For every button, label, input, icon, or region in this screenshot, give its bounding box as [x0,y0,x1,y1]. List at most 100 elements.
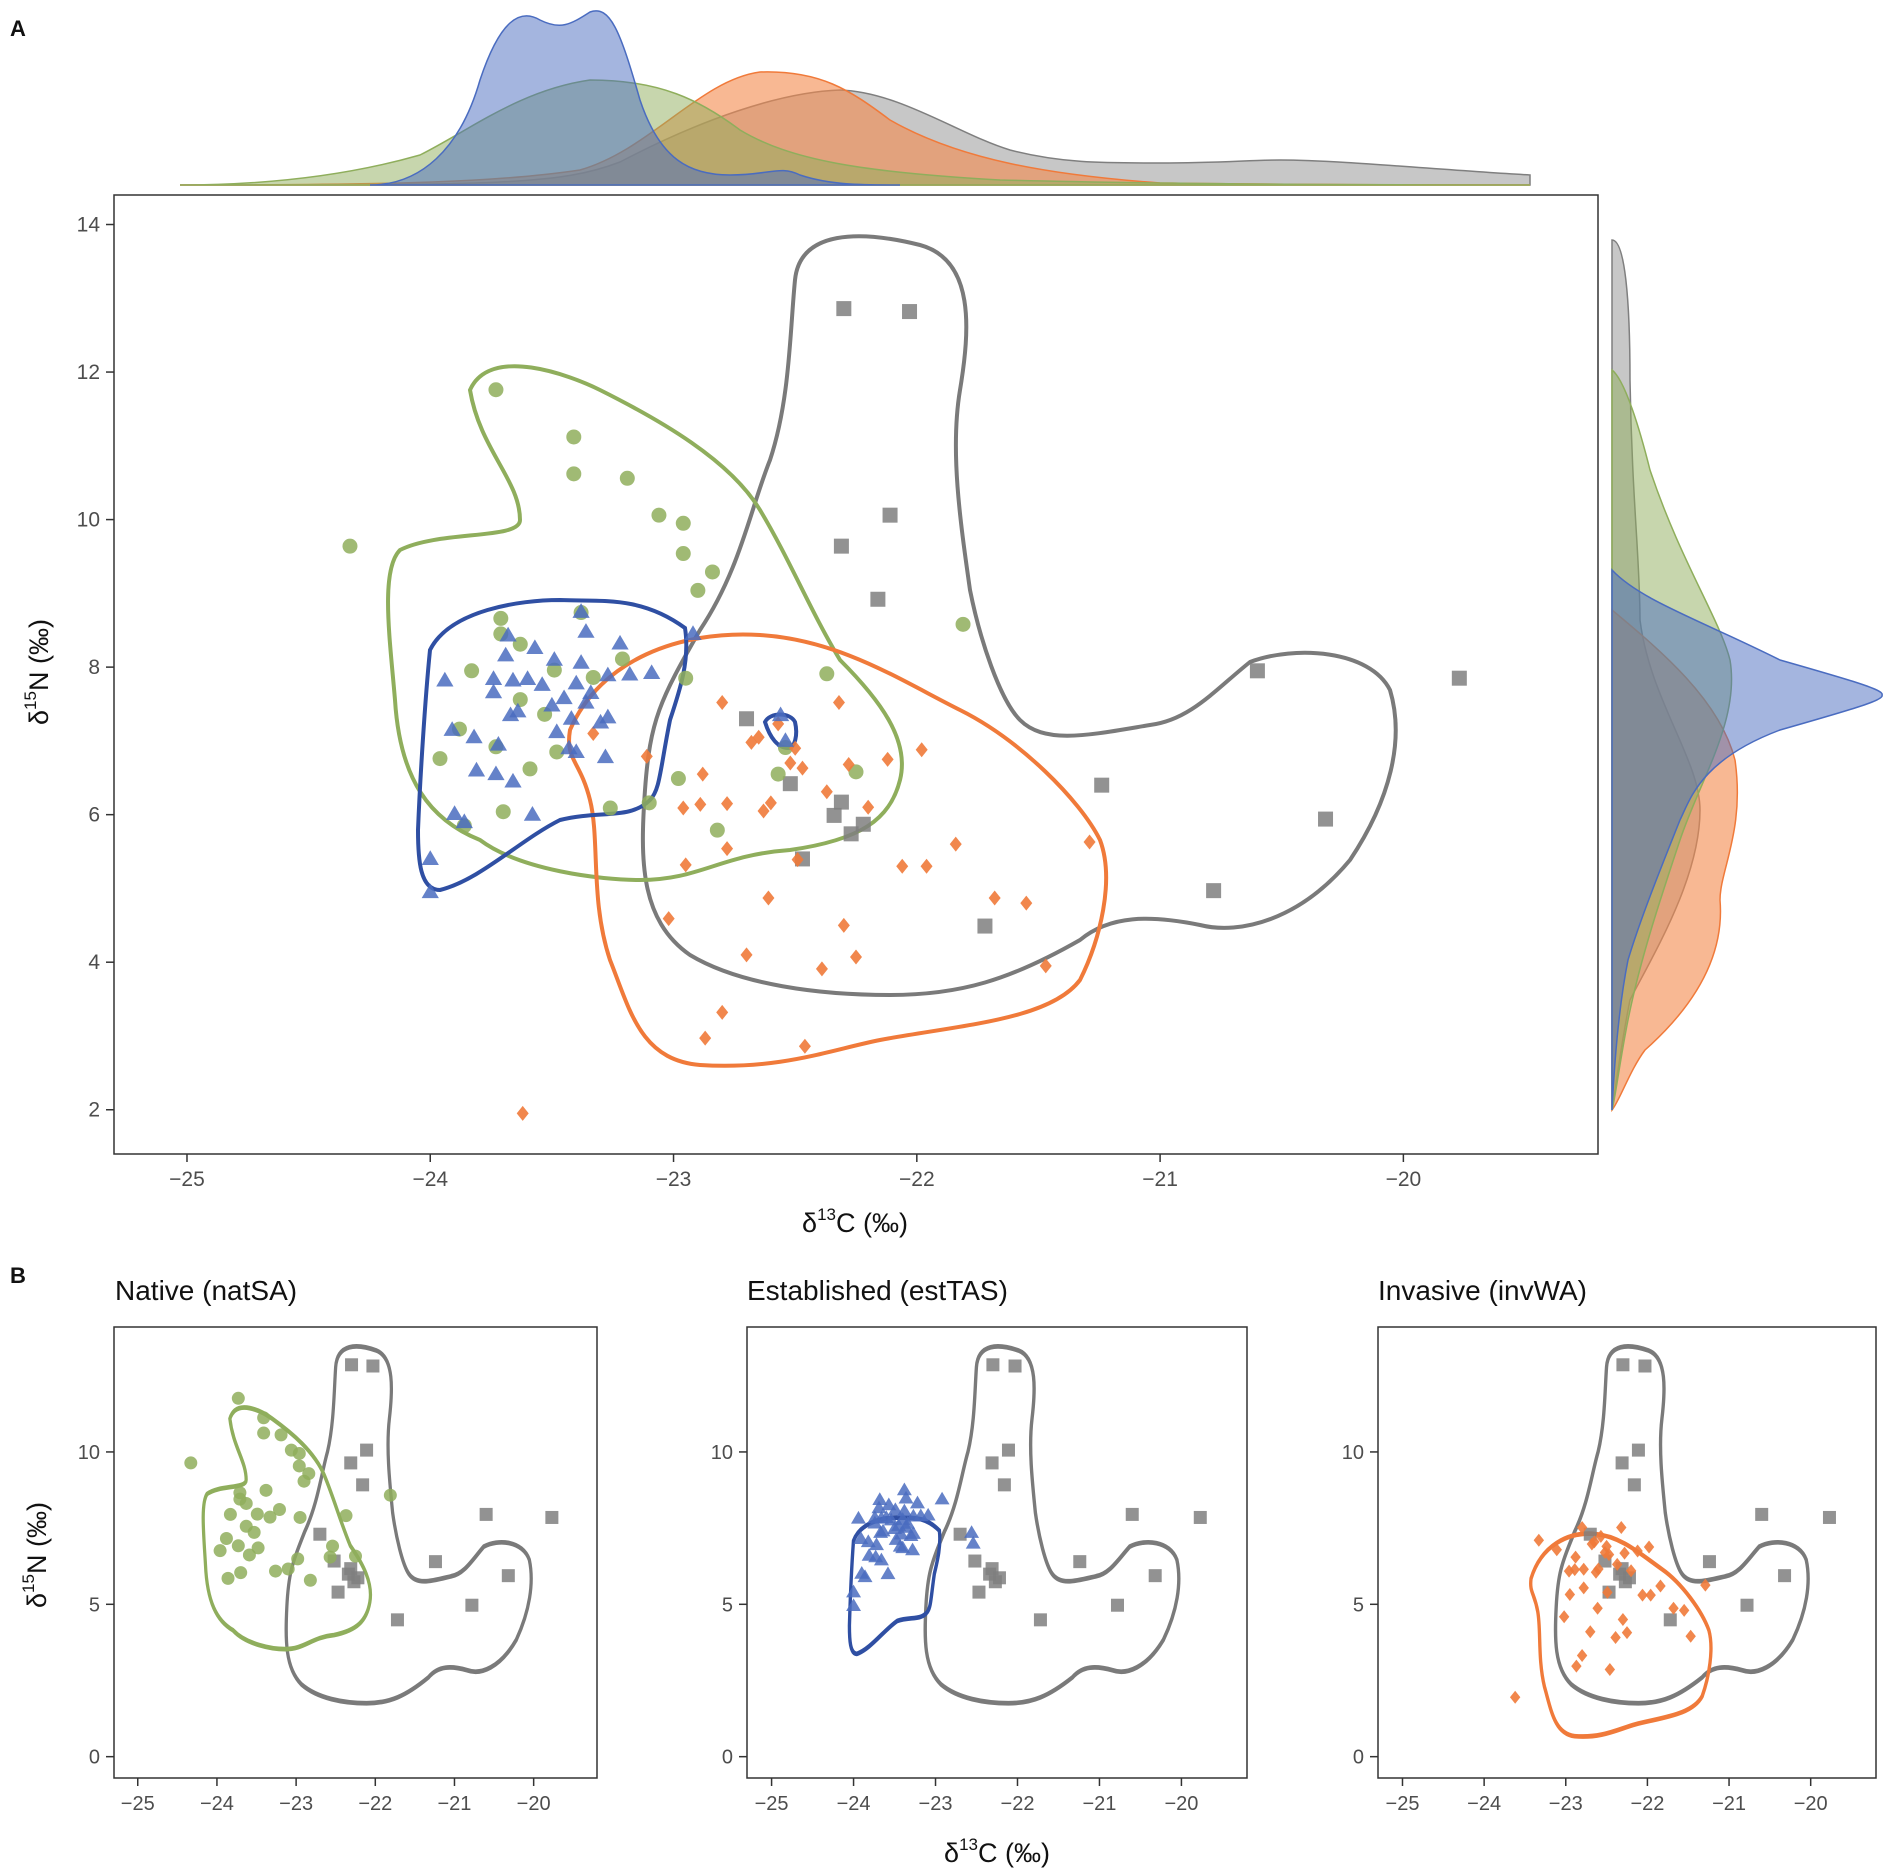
b1-y-tick-label: 0 [89,1747,100,1769]
main-point-natSA [432,751,448,767]
b1-point-natSA [221,1571,235,1585]
main-point-estTAS [543,696,561,712]
main-point-estTAS [421,883,439,899]
main-point-estTAS [548,723,566,739]
b3-point-reference [1615,1456,1629,1470]
main-point-natSA [342,538,358,554]
main-point-reference [1206,883,1222,899]
main-point-invWA [837,917,850,933]
main-ylabel-delta: δ [24,710,54,725]
b3-point-invWA [1590,1565,1602,1579]
panel-b3-axes: −25 −24 −23 −22 −21 −20 0 5 10 [1342,1442,1828,1815]
main-point-natSA [651,507,667,523]
panel-b1-y-axis-title: δ15N (‰) [19,1502,52,1608]
b1-point-reference [360,1443,374,1457]
main-xlabel-rest: C (‰) [836,1208,908,1238]
b3-x-tick-label: −25 [1386,1793,1420,1815]
panel-b2: Established (estTAS) −25 −24 −23 −22 −21 −20 0… [711,1275,1248,1868]
b3-point-invWA [1643,1540,1655,1554]
main-point-invWA [694,796,707,812]
b1-point-reference [331,1585,345,1599]
b2-point-estTAS [892,1538,908,1552]
b3-point-invWA [1616,1521,1627,1535]
svg-text:δ15N (‰): δ15N (‰) [21,619,54,725]
b1-point-natSA [281,1562,295,1576]
b2-point-reference [1001,1443,1015,1457]
b1-point-natSA [242,1548,256,1562]
b3-point-reference [1618,1575,1632,1589]
b3-point-invWA [1578,1581,1589,1595]
b1-point-natSA [247,1525,261,1539]
b3-point-invWA [1578,1562,1589,1576]
main-point-estTAS [567,743,585,758]
top-marginal-density [179,10,1531,186]
main-point-invWA [740,947,753,963]
b3-point-invWA [1551,1543,1562,1557]
main-point-invWA [896,858,909,874]
b1-point-natSA [349,1549,362,1563]
main-point-estTAS [577,693,595,709]
panel-b3-frame [1377,1326,1877,1779]
b3-point-invWA [1655,1579,1666,1593]
b2-point-estTAS [934,1491,950,1505]
main-point-invWA [949,836,962,852]
main-point-natSA [678,670,694,686]
panel-b3: Invasive (invWA) −25 −24 −23 −22 −21 −20 0 5 10 [1342,1275,1877,1815]
b3-point-invWA [1612,1557,1623,1571]
b1-x-tick-label: −21 [438,1793,472,1815]
main-point-estTAS [776,732,795,747]
b3-point-reference [1822,1510,1836,1524]
b3-point-invWA [1625,1564,1637,1578]
main-ylabel-rest: N (‰) [24,619,54,691]
b1-point-natSA [223,1507,237,1521]
b2-xlabel-rest: C (‰) [978,1838,1050,1868]
b3-point-invWA [1602,1585,1613,1599]
b1-point-natSA [297,1474,311,1488]
b3-point-invWA [1571,1659,1582,1673]
svg-text:δ15N (‰): δ15N (‰) [19,1502,52,1608]
main-point-estTAS [545,651,563,666]
b2-point-estTAS [898,1490,914,1504]
main-point-invWA [815,961,828,977]
main-points [342,301,1467,1121]
b1-point-natSA [219,1531,233,1545]
b1-x-tick-label: −23 [279,1793,313,1815]
b1-point-natSA [272,1503,286,1517]
b3-point-invWA [1585,1625,1596,1639]
b2-x-tick-label: −21 [1082,1793,1116,1815]
b2-point-reference [1008,1359,1022,1373]
b2-x-tick-label: −22 [1001,1793,1035,1815]
b3-x-tick-label: −22 [1630,1793,1664,1815]
main-y-tick-label: 2 [88,1099,100,1122]
panel-b1-frame [113,1326,598,1779]
b3-point-invWA [1619,1546,1630,1560]
b2-point-estTAS [881,1497,897,1511]
b2-point-estTAS [905,1508,921,1522]
main-point-invWA [721,796,734,812]
b1-point-reference [347,1575,361,1589]
panel-a-label: A [10,16,26,41]
b3-x-tick-label: −24 [1467,1793,1501,1815]
panel-b1: Native (natSA) −25 −24 −23 −22 −21 −20 0 5 10 δ1… [19,1275,598,1815]
main-point-estTAS [499,626,517,642]
main-point-estTAS [509,702,527,718]
main-point-invWA [1083,834,1096,850]
main-point-estTAS [465,728,483,744]
main-point-invWA [850,949,862,965]
b1-x-tick-label: −22 [358,1793,392,1815]
b3-point-reference [1778,1569,1792,1583]
b3-point-invWA [1632,1544,1643,1558]
b3-y-tick-label: 0 [1353,1747,1364,1769]
main-point-natSA [675,515,691,531]
panel-b2-axes: −25 −24 −23 −22 −21 −20 0 5 10 [711,1442,1199,1815]
main-x-tick-label: −20 [1386,1168,1422,1191]
main-point-invWA [640,748,653,764]
main-point-estTAS [523,806,542,821]
main-point-invWA [784,755,797,771]
main-point-natSA [522,761,538,777]
b2-point-estTAS [846,1598,862,1612]
b3-point-reference [1638,1359,1652,1373]
b1-point-reference [428,1555,442,1569]
